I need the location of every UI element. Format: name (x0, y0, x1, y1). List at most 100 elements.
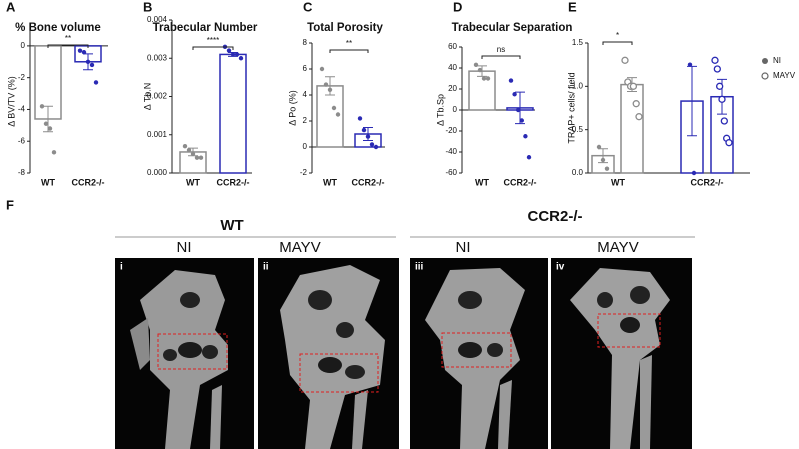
group-label: WT (220, 217, 243, 234)
data-point (234, 52, 240, 57)
x-tick-label: CCR2-/- (72, 177, 105, 187)
y-tick-label: 0.000 (147, 168, 168, 177)
x-tick-label: CCR2-/- (217, 177, 250, 187)
data-point (361, 127, 367, 133)
legend-marker (761, 72, 769, 80)
panel-label: E (568, 0, 577, 14)
column-label: MAYV (279, 239, 320, 256)
x-tick-label: WT (323, 177, 337, 187)
error-bar (515, 91, 525, 125)
y-tick-label: -2 (300, 168, 308, 177)
panel-label: D (453, 0, 462, 14)
data-point (716, 82, 724, 90)
data-point (596, 144, 602, 150)
image-label: iii (415, 262, 424, 273)
data-point (194, 155, 200, 160)
x-tick-label: CCR2-/- (352, 177, 385, 187)
data-point (335, 112, 341, 117)
data-point (51, 150, 57, 155)
chart-title: Total Porosity (307, 22, 383, 34)
data-point (365, 134, 371, 139)
data-point (327, 87, 333, 93)
significance-label: ** (346, 39, 352, 48)
data-point (39, 104, 45, 109)
ct-image: iii (410, 258, 548, 449)
image-label: ii (263, 262, 269, 273)
data-point (43, 121, 49, 126)
x-tick-label: WT (41, 177, 55, 187)
y-tick-label: 1.0 (572, 81, 584, 90)
data-point (632, 100, 640, 108)
data-point (331, 105, 337, 111)
data-point (720, 117, 728, 125)
data-point (238, 56, 244, 61)
bar (219, 53, 247, 174)
data-point (635, 113, 643, 121)
y-axis-label: Δ Po (%) (287, 90, 297, 126)
data-point (711, 56, 719, 64)
y-tick-label: -20 (445, 126, 457, 135)
error-bar (477, 65, 487, 77)
data-point (85, 59, 91, 64)
data-point (687, 62, 693, 67)
y-tick-label: -2 (18, 73, 26, 82)
data-point (519, 118, 524, 123)
significance-bracket (192, 46, 234, 50)
y-tick-label: -6 (18, 136, 26, 145)
x-tick-label: WT (186, 177, 200, 187)
data-point (477, 67, 483, 73)
y-tick-label: 0 (453, 105, 458, 114)
data-point (725, 139, 733, 147)
y-tick-label: 0 (21, 41, 26, 50)
significance-bracket (481, 55, 521, 59)
data-point (718, 95, 726, 103)
y-tick-label: -40 (445, 147, 457, 156)
y-tick-label: -8 (18, 168, 26, 177)
chart-title: Trabecular Separation (452, 22, 573, 34)
data-point (516, 107, 521, 113)
legend-label: MAYV (773, 71, 796, 80)
y-tick-label: 2 (303, 116, 308, 125)
y-tick-label: 40 (448, 63, 457, 72)
significance-bracket (47, 44, 89, 48)
bar (468, 70, 496, 111)
data-point (369, 142, 375, 147)
data-point (319, 66, 325, 72)
data-point (230, 52, 236, 57)
chart-title: Trabecular Number (153, 22, 258, 34)
data-point (373, 144, 379, 150)
ct-image: i (115, 258, 254, 449)
data-point (600, 157, 606, 163)
data-point (508, 78, 514, 83)
data-point (629, 82, 638, 90)
y-tick-label: 6 (303, 64, 308, 73)
panel-label: C (303, 0, 313, 14)
chart-title: % Bone volume (15, 22, 101, 34)
y-axis-label: TRAP+ cells/ field (566, 72, 576, 143)
x-tick-label: WT (475, 177, 489, 187)
data-point (182, 144, 188, 149)
significance-label: * (616, 31, 619, 40)
data-point (77, 48, 83, 53)
data-point (47, 126, 53, 131)
y-tick-label: 8 (303, 38, 308, 47)
data-point (691, 170, 697, 176)
significance-label: ns (497, 45, 505, 54)
data-point (357, 116, 363, 121)
group-label: CCR2-/- (528, 208, 583, 225)
legend-label: NI (773, 56, 781, 65)
column-label: NI (456, 239, 471, 256)
y-axis-label: Δ BV/TV (%) (6, 76, 16, 127)
y-tick-label: 60 (448, 42, 457, 51)
data-point (323, 82, 329, 87)
image-label: iv (556, 262, 565, 273)
data-point (481, 76, 487, 81)
y-axis-label: Δ Tb.Sp (435, 94, 445, 126)
data-point (473, 62, 479, 68)
y-tick-label: -4 (18, 105, 26, 114)
ct-image: ii (258, 258, 399, 449)
y-tick-label: 0.5 (572, 125, 584, 134)
y-tick-label: 0.001 (147, 130, 168, 139)
column-label: NI (177, 239, 192, 256)
